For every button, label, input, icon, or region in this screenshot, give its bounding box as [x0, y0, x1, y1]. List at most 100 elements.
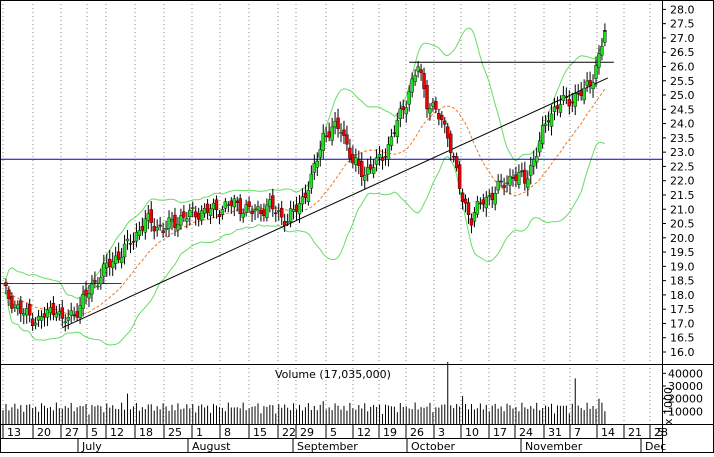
candle-body — [416, 66, 420, 72]
candle-body — [16, 304, 20, 309]
candle-body — [517, 172, 521, 185]
candle-body — [27, 304, 32, 316]
candle-body — [63, 321, 67, 324]
candle-body — [78, 305, 82, 318]
candle-body — [306, 189, 311, 203]
month-label: August — [192, 440, 231, 453]
upper-band — [3, 27, 606, 300]
candle-body — [588, 80, 592, 86]
candle-body — [511, 176, 515, 179]
candle-body — [454, 156, 459, 169]
candle-body — [199, 210, 204, 221]
date-tick-label: 1 — [196, 426, 203, 439]
candle-body — [274, 212, 278, 215]
candle-body — [585, 80, 589, 86]
candle-body — [297, 203, 302, 215]
candle-body — [30, 318, 35, 327]
candle-body — [597, 53, 601, 68]
candle-body — [493, 193, 497, 205]
candle-body — [99, 277, 103, 285]
date-tick-label: 25 — [168, 426, 182, 439]
price-tick-label: 19.5 — [670, 246, 695, 259]
candle-body — [351, 154, 355, 164]
date-tick-label: 7 — [574, 426, 581, 439]
candle-body — [54, 312, 59, 318]
month-label: October — [411, 440, 455, 453]
candle-body — [140, 226, 145, 231]
candle-body — [345, 134, 349, 145]
candle-body — [102, 263, 106, 277]
date-tick-label: 3 — [438, 426, 445, 439]
candle-body — [368, 164, 373, 170]
candle-body — [256, 206, 260, 210]
candle-body — [377, 153, 382, 158]
date-tick-label: 31 — [548, 426, 562, 439]
candle-body — [383, 156, 388, 158]
candle-body — [365, 167, 370, 175]
candle-body — [211, 202, 216, 210]
price-tick-label: 27.0 — [670, 32, 695, 45]
candle-body — [229, 200, 234, 206]
candle-body — [250, 210, 254, 215]
candle-body — [537, 140, 542, 153]
candle-body — [84, 289, 88, 296]
price-tick-label: 16.5 — [670, 332, 695, 345]
month-label: September — [297, 440, 358, 453]
candle-body — [410, 78, 414, 93]
candle-body — [490, 192, 494, 201]
price-tick-label: 24.5 — [670, 103, 695, 116]
candle-body — [508, 175, 512, 186]
candle-body — [374, 157, 379, 165]
candle-body — [552, 106, 557, 112]
candle-body — [481, 199, 486, 205]
candle-body — [96, 285, 100, 288]
candle-body — [226, 204, 231, 207]
candle-body — [336, 117, 340, 130]
date-tick-label: 21 — [628, 426, 642, 439]
candle-body — [75, 311, 79, 318]
volume-multiplier-label: x 1000 — [662, 387, 675, 425]
candle-body — [428, 108, 432, 114]
candle-body — [244, 204, 248, 213]
candle-body — [217, 213, 222, 217]
candle-body — [567, 99, 572, 107]
candle-body — [561, 95, 566, 101]
grid-lines — [2, 4, 651, 424]
price-tick-label: 26.0 — [670, 61, 695, 74]
candle-body — [128, 243, 133, 245]
candle-body — [42, 313, 47, 318]
candle-body — [253, 209, 257, 212]
candle-body — [238, 198, 242, 214]
candle-body — [540, 125, 545, 144]
candle-body — [111, 261, 115, 269]
candle-body — [4, 282, 8, 286]
candle-body — [280, 208, 284, 218]
candle-body — [582, 87, 586, 101]
candle-body — [220, 209, 225, 215]
price-tick-label: 17.5 — [670, 303, 695, 316]
candle-body — [600, 45, 604, 56]
volume-bars — [2, 361, 606, 424]
candle-body — [19, 300, 23, 314]
price-tick-label: 19.0 — [670, 260, 695, 273]
candle-body — [594, 65, 598, 79]
candle-body — [262, 209, 266, 216]
candle-body — [268, 199, 272, 207]
candle-body — [348, 147, 352, 159]
candle-body — [549, 113, 554, 127]
candle-body — [342, 129, 346, 136]
candle-body — [457, 164, 462, 189]
annotation-lines — [0, 61, 662, 329]
price-tick-label: 27.5 — [670, 18, 695, 31]
candle-body — [330, 126, 334, 141]
bollinger-bands — [3, 27, 606, 346]
date-tick-label: 24 — [519, 426, 533, 439]
candle-body — [300, 196, 305, 205]
candle-body — [535, 156, 539, 163]
price-tick-label: 22.5 — [670, 160, 695, 173]
candle-body — [380, 157, 385, 161]
candle-body — [105, 262, 109, 269]
